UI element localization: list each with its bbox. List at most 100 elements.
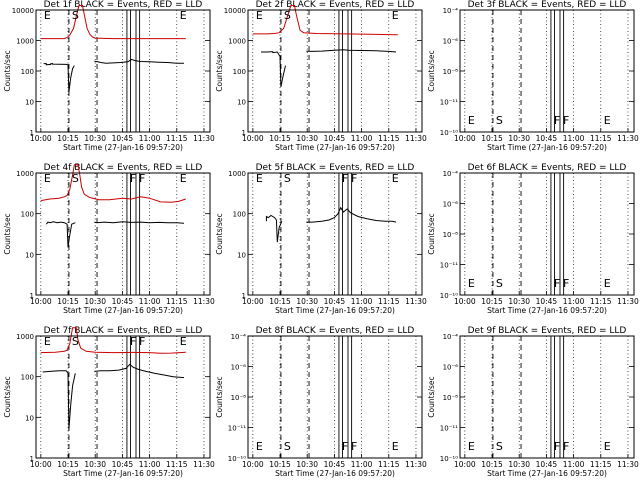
y-tick-label: 1 [242, 292, 246, 300]
x-tick-label: 10:00 [454, 134, 476, 143]
plot-frame [247, 335, 423, 459]
y-tick-label: 10⁻⁴ [443, 7, 459, 15]
events-series-line [94, 363, 185, 379]
event-marker-label: E [392, 440, 399, 453]
x-tick-label: 11:15 [590, 460, 612, 469]
x-tick-label: 10:30 [508, 134, 530, 143]
events-series-line [306, 206, 397, 223]
x-tick-label: 11:30 [617, 460, 639, 469]
plot-frame [459, 335, 635, 459]
x-tick-label: 11:15 [166, 297, 188, 306]
plot-frame [35, 9, 211, 133]
x-tick-label: 10:15 [57, 297, 79, 306]
events-series-line [261, 51, 286, 87]
y-tick-label: 1000 [16, 333, 34, 341]
x-tick-label: 10:45 [112, 134, 134, 143]
x-axis-title: Start Time (27-Jan-16 09:57:20) [487, 306, 607, 315]
x-tick-label: 10:45 [112, 297, 134, 306]
event-marker-label: F [342, 440, 348, 453]
x-tick-label: 11:15 [590, 134, 612, 143]
y-axis-title: Counts/sec [215, 213, 224, 254]
x-tick-label: 10:30 [296, 297, 318, 306]
event-marker-label: S [284, 172, 291, 185]
y-tick-label: 100 [21, 374, 34, 382]
event-marker-label: E [180, 335, 187, 348]
lld-series-line [40, 327, 186, 354]
y-axis-title: Counts/sec [427, 376, 436, 417]
event-marker-label: F [351, 172, 357, 185]
x-axis-title: Start Time (27-Jan-16 09:57:20) [487, 469, 607, 478]
y-tick-label: 10 [25, 414, 34, 422]
events-series-line [94, 58, 184, 64]
lld-series-line [40, 5, 186, 40]
panel-title: Det 7f BLACK = Events, RED = LLD [44, 326, 203, 336]
panel-det-4f: Det 4f BLACK = Events, RED = LLD 10:00 10:… [3, 163, 215, 315]
x-axis-title: Start Time (27-Jan-16 09:57:20) [63, 143, 183, 152]
x-tick-label: 11:30 [193, 134, 215, 143]
y-axis-title: Counts/sec [427, 50, 436, 91]
plot-frame [459, 9, 635, 133]
x-tick-label: 10:15 [57, 460, 79, 469]
event-marker-label: E [44, 172, 51, 185]
panel-title: Det 2f BLACK = Events, RED = LLD [256, 0, 415, 10]
x-axis-title: Start Time (27-Jan-16 09:57:20) [63, 306, 183, 315]
x-tick-label: 11:00 [351, 297, 373, 306]
x-tick-label: 10:15 [269, 134, 291, 143]
event-marker-label: E [256, 172, 263, 185]
panel-det-6f: Det 6f BLACK = Events, RED = LLD 10:00 10:… [427, 163, 639, 315]
x-tick-label: 10:15 [57, 134, 79, 143]
event-marker-label: S [72, 335, 79, 348]
y-axis-title: Counts/sec [3, 213, 12, 254]
x-tick-label: 11:30 [193, 297, 215, 306]
y-tick-label: 10⁻⁸ [443, 394, 459, 402]
x-tick-label: 10:00 [30, 297, 52, 306]
panel-title: Det 8f BLACK = Events, RED = LLD [256, 326, 415, 336]
event-marker-label: F [563, 440, 569, 453]
x-tick-label: 11:30 [193, 460, 215, 469]
y-tick-label: 10⁻¹⁰ [440, 129, 458, 137]
y-axis-title: Counts/sec [3, 376, 12, 417]
y-tick-label: 10⁻¹¹ [228, 425, 246, 433]
y-tick-label: 10⁻¹¹ [440, 262, 458, 270]
panel-title: Det 3f BLACK = Events, RED = LLD [468, 0, 627, 10]
x-tick-label: 11:00 [351, 134, 373, 143]
x-tick-label: 10:00 [454, 297, 476, 306]
panel-det-9f: Det 9f BLACK = Events, RED = LLD 10:00 10:… [427, 326, 639, 478]
panel-det-8f: Det 8f BLACK = Events, RED = LLD 10:00 10:… [215, 326, 427, 478]
x-axis-title: Start Time (27-Jan-16 09:57:20) [63, 469, 183, 478]
x-tick-label: 10:30 [508, 297, 530, 306]
y-axis-title: Counts/sec [427, 213, 436, 254]
y-tick-label: 1 [242, 129, 246, 137]
x-tick-label: 10:00 [30, 460, 52, 469]
x-tick-label: 10:00 [242, 460, 264, 469]
x-tick-label: 11:00 [563, 460, 585, 469]
event-marker-label: F [130, 172, 136, 185]
y-tick-label: 10⁻⁴ [443, 333, 459, 341]
y-tick-label: 10⁻⁸ [231, 394, 247, 402]
event-marker-label: E [256, 9, 263, 22]
x-tick-label: 10:15 [481, 460, 503, 469]
x-tick-label: 11:00 [139, 297, 161, 306]
x-axis-title: Start Time (27-Jan-16 09:57:20) [275, 143, 395, 152]
y-tick-label: 1 [30, 455, 34, 463]
event-marker-label: E [44, 335, 51, 348]
x-tick-label: 10:30 [296, 460, 318, 469]
event-marker-label: E [468, 114, 475, 127]
x-tick-label: 10:30 [84, 460, 106, 469]
panel-title: Det 1f BLACK = Events, RED = LLD [44, 0, 203, 10]
event-marker-label: E [180, 9, 187, 22]
x-tick-label: 10:45 [536, 297, 558, 306]
plot-frame [247, 9, 423, 133]
panel-title: Det 4f BLACK = Events, RED = LLD [44, 163, 203, 173]
y-tick-label: 10⁻⁸ [443, 68, 459, 76]
event-marker-label: S [284, 440, 291, 453]
x-tick-label: 11:00 [563, 297, 585, 306]
event-marker-label: E [256, 440, 263, 453]
x-tick-label: 10:30 [84, 297, 106, 306]
y-tick-label: 1000 [228, 38, 246, 46]
x-tick-label: 11:15 [590, 297, 612, 306]
event-marker-label: F [563, 277, 569, 290]
x-tick-label: 10:30 [84, 134, 106, 143]
x-tick-label: 11:00 [139, 134, 161, 143]
plot-frame [459, 172, 635, 296]
